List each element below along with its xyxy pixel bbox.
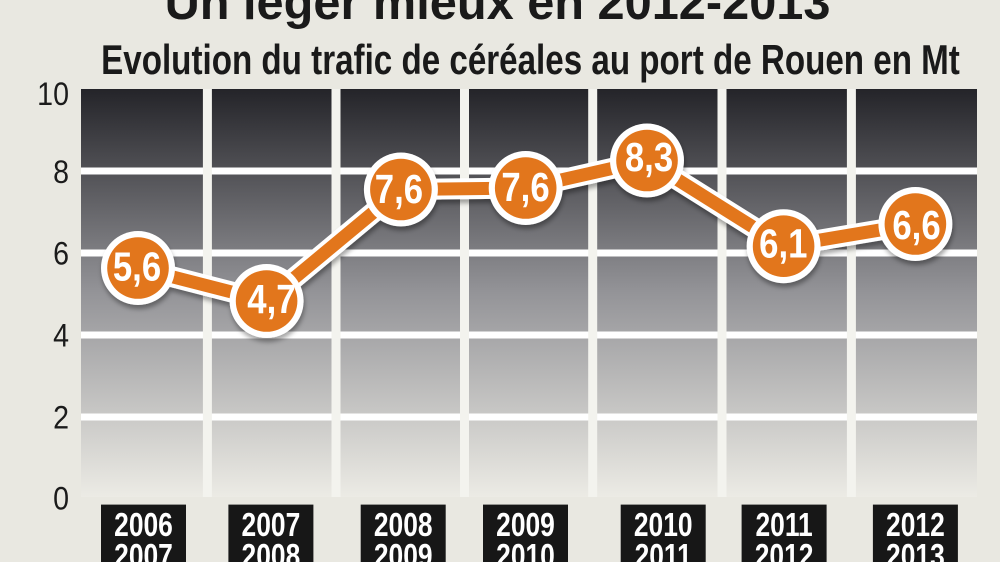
- svg-text:2012: 2012: [755, 538, 814, 562]
- svg-text:2007: 2007: [114, 538, 173, 562]
- svg-text:2: 2: [53, 400, 69, 436]
- svg-text:2006: 2006: [114, 507, 173, 543]
- svg-text:2007: 2007: [242, 507, 301, 543]
- svg-text:5,6: 5,6: [113, 245, 161, 290]
- svg-text:2010: 2010: [496, 538, 555, 562]
- svg-text:2009: 2009: [496, 507, 555, 543]
- svg-text:10: 10: [37, 76, 69, 112]
- svg-text:7,6: 7,6: [375, 167, 423, 212]
- svg-text:2008: 2008: [242, 538, 301, 562]
- svg-text:2011: 2011: [755, 507, 812, 543]
- svg-text:Evolution du trafic de céréale: Evolution du trafic de céréales au port …: [101, 37, 960, 84]
- svg-text:8,3: 8,3: [625, 135, 673, 180]
- svg-text:Un léger mieux en 2012-2013: Un léger mieux en 2012-2013: [165, 0, 831, 30]
- svg-text:6,1: 6,1: [759, 222, 807, 267]
- svg-text:8: 8: [53, 154, 69, 190]
- svg-text:6,6: 6,6: [892, 203, 940, 248]
- svg-text:0: 0: [53, 481, 69, 517]
- svg-text:2013: 2013: [886, 538, 945, 562]
- svg-text:7,6: 7,6: [501, 165, 549, 210]
- svg-text:4,7: 4,7: [247, 277, 295, 322]
- svg-text:4: 4: [53, 318, 69, 354]
- svg-text:2011: 2011: [635, 538, 692, 562]
- svg-text:2012: 2012: [886, 507, 945, 543]
- svg-text:2009: 2009: [374, 538, 433, 562]
- svg-text:2008: 2008: [374, 507, 433, 543]
- svg-text:2010: 2010: [634, 507, 693, 543]
- svg-text:6: 6: [53, 236, 69, 272]
